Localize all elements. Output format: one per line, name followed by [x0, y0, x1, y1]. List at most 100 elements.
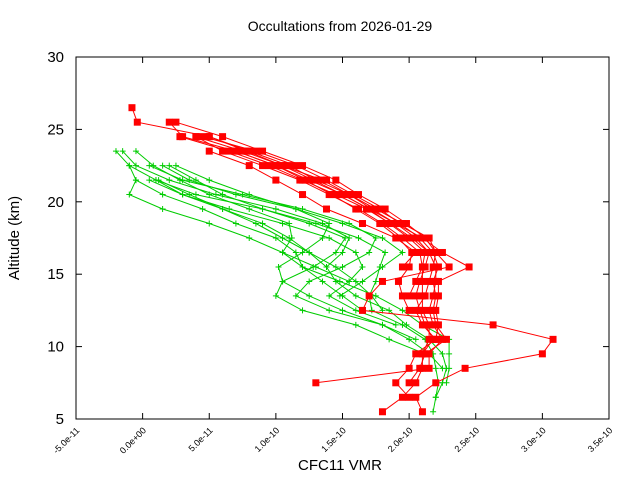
data-point [418, 263, 426, 271]
data-point [352, 292, 359, 299]
data-point [358, 220, 366, 228]
data-point [205, 147, 213, 155]
data-point [425, 350, 433, 358]
data-point [402, 220, 410, 228]
data-point [265, 162, 273, 170]
data-point [394, 277, 402, 285]
data-point [352, 321, 359, 328]
data-point [432, 379, 440, 387]
data-point [349, 191, 357, 199]
data-point [416, 277, 424, 285]
data-point [352, 278, 359, 285]
data-point [199, 206, 206, 213]
data-point [119, 148, 126, 155]
data-point [259, 206, 266, 213]
series-red-3 [172, 118, 440, 401]
data-point [438, 248, 446, 256]
data-point [425, 248, 433, 256]
data-point [399, 249, 406, 256]
data-point [443, 379, 450, 386]
data-point [425, 364, 433, 372]
data-point [128, 104, 136, 112]
data-point [412, 306, 420, 314]
data-point [146, 162, 153, 169]
data-point [319, 220, 326, 227]
data-point [352, 249, 359, 256]
x-tick-label: 2.5e-10 [453, 425, 482, 454]
data-point [372, 205, 380, 213]
data-point [405, 379, 413, 387]
series-line [131, 107, 554, 413]
data-point [219, 191, 226, 198]
data-point [332, 263, 339, 270]
series-line [149, 179, 383, 311]
data-point [205, 133, 213, 141]
data-point [176, 133, 184, 141]
data-point [425, 234, 433, 242]
data-point [126, 162, 133, 169]
data-point [332, 176, 340, 184]
data-point [292, 206, 299, 213]
series-line [128, 179, 350, 282]
data-point [319, 176, 327, 184]
y-tick-label: 20 [47, 194, 64, 211]
data-point [219, 206, 226, 213]
data-point [392, 321, 399, 328]
data-point [386, 307, 393, 314]
series-line [179, 136, 434, 355]
x-tick-label: 3.0e-10 [519, 425, 548, 454]
data-point [159, 191, 166, 198]
data-point [408, 234, 416, 242]
data-point [172, 118, 180, 126]
data-point [432, 306, 440, 314]
series-green-10 [172, 162, 406, 299]
data-point [328, 191, 336, 199]
data-point [432, 394, 439, 401]
series-red-6 [176, 133, 437, 358]
data-point [159, 162, 166, 169]
data-point [299, 307, 306, 314]
data-point [366, 249, 373, 256]
data-point [332, 249, 339, 256]
data-point [243, 147, 251, 155]
data-point [179, 191, 186, 198]
y-tick-label: 30 [47, 49, 64, 66]
data-point [445, 263, 453, 271]
data-point [442, 335, 450, 343]
data-point [405, 364, 413, 372]
x-tick-label: 5.0e-11 [186, 425, 214, 453]
data-point [358, 306, 366, 314]
data-point [345, 191, 353, 199]
data-point [421, 321, 429, 329]
data-point [379, 235, 386, 241]
data-point [381, 205, 389, 213]
data-point [206, 177, 213, 184]
data-point [346, 278, 353, 285]
data-point [379, 321, 386, 328]
series-layer [112, 104, 557, 416]
data-point [368, 307, 375, 314]
data-point [446, 365, 453, 372]
data-point [408, 248, 416, 256]
data-point [416, 306, 424, 314]
series-green-2 [119, 148, 450, 401]
data-point [259, 162, 267, 170]
data-point [296, 176, 304, 184]
data-point [272, 206, 279, 213]
data-point [399, 307, 406, 314]
data-point [323, 176, 331, 184]
data-point [206, 220, 213, 227]
data-point [406, 336, 413, 343]
data-point [319, 278, 326, 285]
data-point [299, 249, 306, 256]
series-line [169, 165, 426, 355]
data-point [279, 162, 287, 170]
data-point [434, 263, 442, 271]
data-point [421, 292, 429, 300]
data-point [434, 292, 442, 300]
series-red-4 [192, 133, 446, 387]
data-point [421, 248, 429, 256]
x-tick-label: 3.5e-10 [586, 425, 615, 454]
data-point [326, 235, 333, 241]
